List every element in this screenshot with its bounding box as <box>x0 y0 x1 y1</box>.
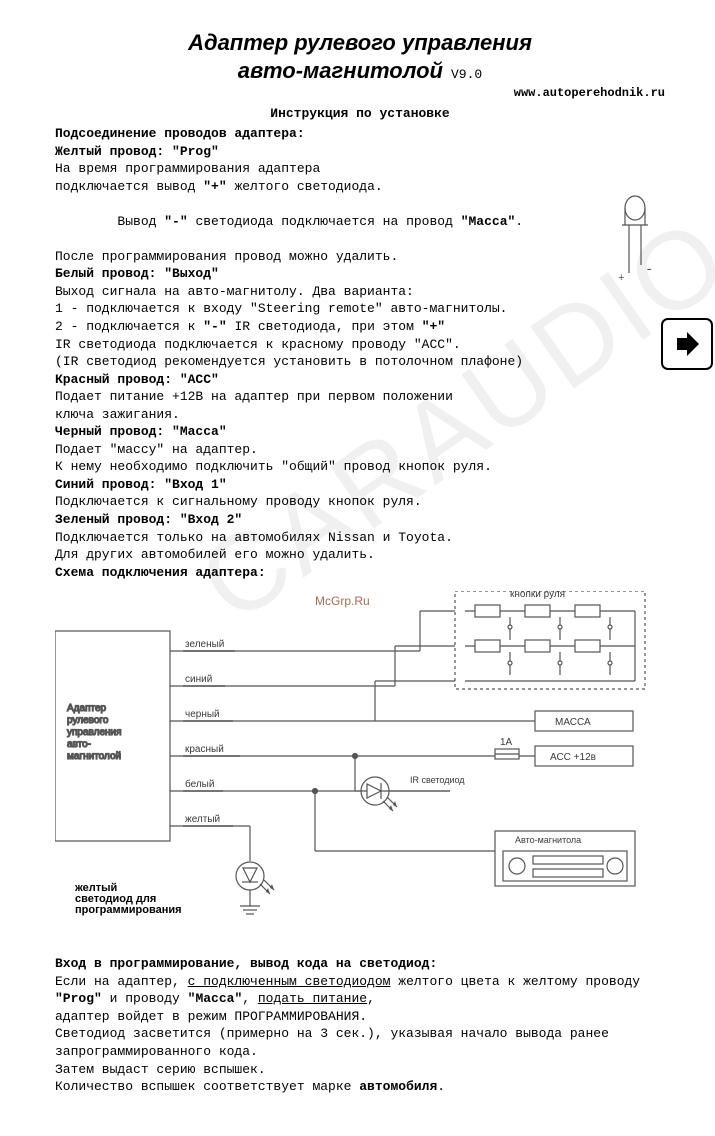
red-l2: ключа зажигания. <box>55 406 665 424</box>
next-page-button[interactable] <box>661 318 713 370</box>
title-line2-row: авто-магнитолой V9.0 <box>55 58 665 84</box>
svg-text:Адаптеррулевогоуправленияавто-: Адаптеррулевогоуправленияавто-магнитолой <box>67 703 122 762</box>
svg-text:желтыйсветодиод дляпрограммиро: желтыйсветодиод дляпрограммирования <box>74 882 182 916</box>
white-l5: (IR светодиод рекомендуется установить в… <box>55 353 665 371</box>
svg-text:1A: 1A <box>500 737 513 748</box>
svg-text:черный: черный <box>185 709 220 720</box>
title-line2: авто-магнитолой <box>238 58 443 84</box>
yellow-l3: Вывод "-" светодиода подключается на про… <box>55 195 665 248</box>
prog-l1: Если на адаптер, с подключенным светодио… <box>55 973 665 991</box>
version: V9.0 <box>451 67 482 82</box>
page: CARAUDIO.SU Адаптер рулевого управления … <box>0 0 715 1136</box>
t: . <box>437 1079 445 1094</box>
prog-heading: Вход в программирование, вывод кода на с… <box>55 955 665 973</box>
prog-l5: Затем выдаст серию вспышек. <box>55 1061 665 1079</box>
black-l2: К нему необходимо подключить "общий" про… <box>55 458 665 476</box>
t: с подключенным светодиодом <box>188 974 391 989</box>
t: автомобиля <box>359 1079 437 1094</box>
t: "-" <box>203 319 226 334</box>
t: "-" <box>164 214 187 229</box>
blue-l1: Подключается к сигнальному проводу кнопо… <box>55 493 665 511</box>
svg-text:+: + <box>618 273 625 285</box>
connect-heading: Подсоединение проводов адаптера: <box>55 125 665 143</box>
svg-text:красный: красный <box>185 744 224 755</box>
t: , <box>367 991 375 1006</box>
t: Если на адаптер, <box>55 974 188 989</box>
t: 2 - подключается к <box>55 319 203 334</box>
white-l3: 2 - подключается к "-" IR светодиода, пр… <box>55 318 665 336</box>
t: "Prog" <box>55 991 102 1006</box>
yellow-heading: Желтый провод: "Prog" <box>55 143 665 161</box>
svg-text:Авто-магнитола: Авто-магнитола <box>515 835 581 845</box>
svg-text:желтый: желтый <box>185 814 220 825</box>
prog-l4: Светодиод засветится (примерно на 3 сек.… <box>55 1025 665 1060</box>
t: IR светодиода, при этом <box>227 319 422 334</box>
t: желтого цвета к желтому проводу <box>390 974 640 989</box>
t: подать питание <box>258 991 367 1006</box>
svg-text:синий: синий <box>185 674 212 685</box>
white-heading: Белый провод: "Выход" <box>55 265 665 283</box>
t: "Масса" <box>461 214 516 229</box>
led-illustration: + - <box>615 195 655 290</box>
svg-text:McGrp.Ru: McGrp.Ru <box>315 594 370 608</box>
prog-l2: "Prog" и проводу "Масса", подать питание… <box>55 990 665 1008</box>
yellow-l4: После программирования провод можно удал… <box>55 248 665 266</box>
t: подключается вывод <box>55 179 203 194</box>
svg-text:белый: белый <box>185 778 214 790</box>
t: Вывод <box>102 214 164 229</box>
red-l1: Подает питание +12В на адаптер при перво… <box>55 388 665 406</box>
t: желтого светодиода. <box>227 179 383 194</box>
t: . <box>515 214 523 229</box>
programming-section: Вход в программирование, вывод кода на с… <box>55 955 665 1095</box>
t: и проводу <box>102 991 188 1006</box>
yellow-l2: подключается вывод "+" желтого светодиод… <box>55 178 665 196</box>
white-l4: IR светодиода подключается к красному пр… <box>55 336 665 354</box>
white-l1: Выход сигнала на авто-магнитолу. Два вар… <box>55 283 665 301</box>
schema-heading: Схема подключения адаптера: <box>55 564 665 582</box>
green-l2: Для других автомобилей его можно удалить… <box>55 546 665 564</box>
t: светодиода подключается на провод <box>188 214 461 229</box>
site-url: www.autoperehodnik.ru <box>55 86 665 100</box>
t: Количество вспышек соответствует марке <box>55 1079 359 1094</box>
green-l1: Подключается только на автомобилях Nissa… <box>55 529 665 547</box>
t: "+" <box>422 319 445 334</box>
black-heading: Черный провод: "Масса" <box>55 423 665 441</box>
svg-text:кнопки руля: кнопки руля <box>510 591 565 600</box>
t: "Масса" <box>188 991 243 1006</box>
svg-text:IR светодиод: IR светодиод <box>410 775 465 785</box>
white-l2: 1 - подключается к входу "Steering remot… <box>55 300 665 318</box>
svg-text:МАССА: МАССА <box>555 717 591 728</box>
wiring-diagram: Адаптеррулевогоуправленияавто-магнитолой… <box>55 591 665 931</box>
title-line1: Адаптер рулевого управления <box>55 30 665 56</box>
arrow-right-icon <box>673 330 701 358</box>
svg-text:АСС +12в: АСС +12в <box>550 752 596 763</box>
subtitle: Инструкция по установке <box>55 106 665 121</box>
t: , <box>242 991 258 1006</box>
black-l1: Подает "массу" на адаптер. <box>55 441 665 459</box>
prog-l3: адаптер войдет в режим ПРОГРАММИРОВАНИЯ. <box>55 1008 665 1026</box>
svg-text:-: - <box>645 262 653 278</box>
green-heading: Зеленый провод: "Вход 2" <box>55 511 665 529</box>
blue-heading: Синий провод: "Вход 1" <box>55 476 665 494</box>
red-heading: Красный провод: "АСС" <box>55 371 665 389</box>
yellow-l1: На время программирования адаптера <box>55 160 665 178</box>
prog-l6: Количество вспышек соответствует марке а… <box>55 1078 665 1096</box>
svg-text:зеленый: зеленый <box>185 639 224 650</box>
t: "+" <box>203 179 226 194</box>
body-text: Подсоединение проводов адаптера: Желтый … <box>55 125 665 581</box>
